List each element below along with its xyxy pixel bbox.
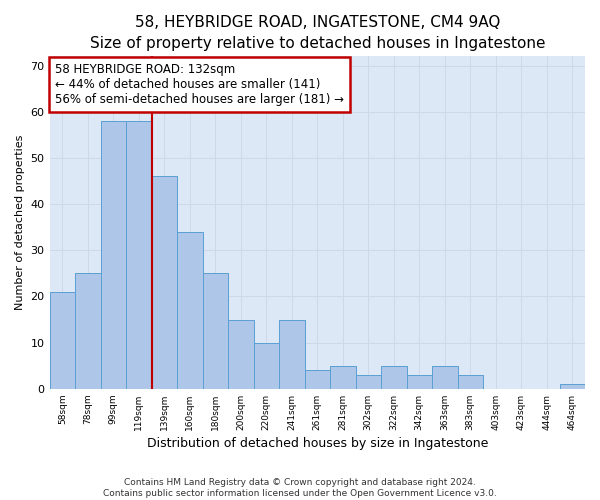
Bar [279,320,305,389]
Bar [356,375,381,389]
Bar [305,370,330,389]
Bar [381,366,407,389]
Text: Contains HM Land Registry data © Crown copyright and database right 2024.
Contai: Contains HM Land Registry data © Crown c… [103,478,497,498]
Bar [177,232,203,389]
Bar [432,366,458,389]
Bar [228,320,254,389]
Bar [330,366,356,389]
Bar [458,375,483,389]
Bar [50,292,75,389]
Bar [75,274,101,389]
Y-axis label: Number of detached properties: Number of detached properties [15,135,25,310]
X-axis label: Distribution of detached houses by size in Ingatestone: Distribution of detached houses by size … [146,437,488,450]
Bar [152,176,177,389]
Text: 58 HEYBRIDGE ROAD: 132sqm
← 44% of detached houses are smaller (141)
56% of semi: 58 HEYBRIDGE ROAD: 132sqm ← 44% of detac… [55,63,344,106]
Bar [203,274,228,389]
Bar [254,342,279,389]
Bar [560,384,585,389]
Bar [101,121,126,389]
Title: 58, HEYBRIDGE ROAD, INGATESTONE, CM4 9AQ
Size of property relative to detached h: 58, HEYBRIDGE ROAD, INGATESTONE, CM4 9AQ… [89,15,545,51]
Bar [407,375,432,389]
Bar [126,121,152,389]
